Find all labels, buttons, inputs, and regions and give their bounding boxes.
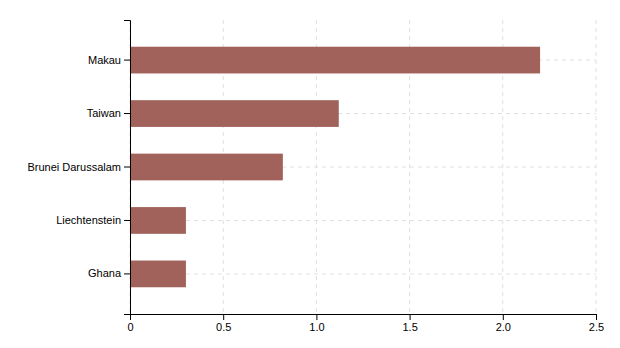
tick-label: Ghana [88, 267, 122, 279]
axis-line [124, 21, 131, 315]
tick-label: Brunei Darussalam [27, 161, 121, 173]
plot-area: 0 0.5 1.0 1.5 2.0 2.5 Ghana Liechtenstein Brunei… [27, 20, 604, 333]
tick: 2.5 [589, 314, 604, 333]
tick-mark [124, 113, 130, 114]
bar [130, 100, 339, 127]
tick: 0.5 [216, 314, 231, 333]
tick-label: 0.5 [216, 321, 231, 333]
tick: 2.0 [496, 314, 511, 333]
tick: 1.0 [309, 314, 324, 333]
tick-label: 0 [127, 321, 133, 333]
tick-mark [124, 167, 130, 168]
category-axis: Ghana Liechtenstein Brunei Darussalam Taiwa… [27, 21, 130, 315]
tick: Brunei Darussalam [27, 161, 130, 173]
bar [130, 261, 186, 288]
tick-mark [596, 314, 597, 320]
tick: Ghana [88, 267, 130, 279]
value-axis: 0 0.5 1.0 1.5 2.0 2.5 [127, 314, 604, 333]
bars [130, 47, 540, 288]
chart-container: 0 0.5 1.0 1.5 2.0 2.5 Ghana Liechtenstein Brunei… [0, 0, 620, 348]
chart-svg: 0 0.5 1.0 1.5 2.0 2.5 Ghana Liechtenstein Brunei… [0, 0, 620, 348]
tick: 0 [127, 314, 133, 333]
tick-mark [410, 314, 411, 320]
tick: 1.5 [402, 314, 417, 333]
tick-label: 2.0 [496, 321, 511, 333]
tick-mark [124, 273, 130, 274]
axis-line [131, 315, 597, 321]
tick-label: 1.0 [309, 321, 324, 333]
tick-mark [124, 60, 130, 61]
grid [130, 20, 596, 314]
grid-line [130, 273, 596, 274]
tick-label: Makau [88, 54, 121, 66]
tick-mark [223, 314, 224, 320]
tick-mark [124, 220, 130, 221]
bar [130, 154, 283, 181]
tick: Taiwan [87, 107, 130, 119]
tick-mark [316, 314, 317, 320]
bar [130, 47, 540, 74]
bar [130, 207, 186, 234]
tick-label: 2.5 [589, 321, 604, 333]
tick: Liechtenstein [56, 214, 130, 226]
grid-line [130, 220, 596, 221]
tick-label: 1.5 [402, 321, 417, 333]
tick-label: Taiwan [87, 107, 121, 119]
tick-label: Liechtenstein [56, 214, 121, 226]
tick: Makau [88, 54, 130, 66]
tick-mark [503, 314, 504, 320]
